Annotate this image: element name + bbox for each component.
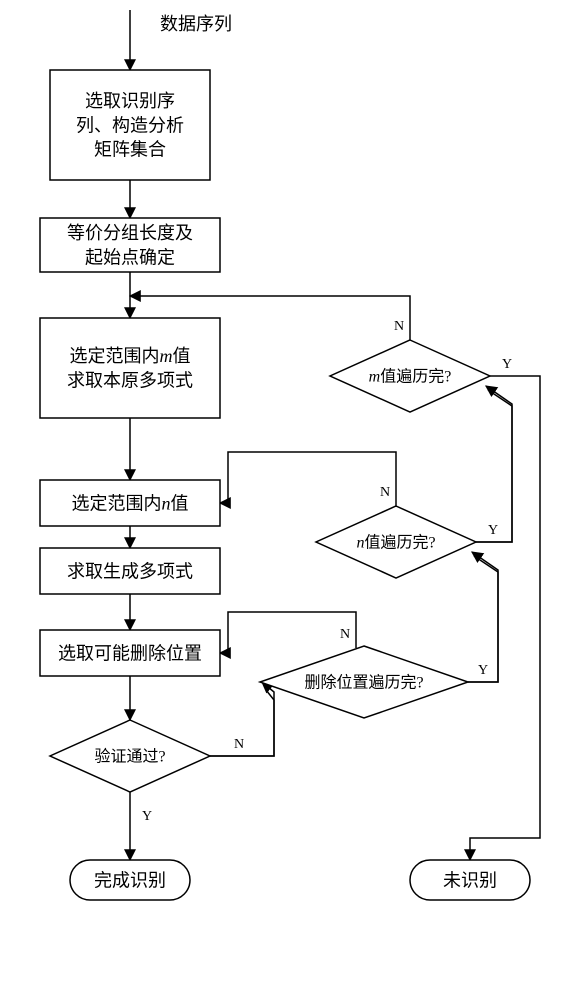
node-text: 删除位置遍历完? bbox=[304, 674, 423, 692]
node-text: n值遍历完? bbox=[356, 534, 435, 552]
node-text: 求取本原多项式 bbox=[67, 370, 193, 390]
node-text: 起始点确定 bbox=[85, 247, 175, 267]
node-text: 等价分组长度及 bbox=[67, 223, 193, 243]
edge bbox=[220, 452, 396, 506]
edge bbox=[476, 390, 512, 542]
terminator-text: 完成识别 bbox=[94, 870, 166, 890]
terminator-text: 未识别 bbox=[443, 870, 497, 890]
node-text: 选取识别序 bbox=[85, 91, 175, 111]
node-text: 选取可能删除位置 bbox=[58, 643, 202, 663]
node-text: 求取生成多项式 bbox=[67, 561, 193, 581]
edge-label: N bbox=[340, 627, 350, 642]
edge-label: Y bbox=[502, 357, 512, 372]
node-text: 列、构造分析 bbox=[76, 115, 184, 135]
edge-label: N bbox=[380, 485, 390, 500]
node-text: m值遍历完? bbox=[369, 368, 452, 386]
edge-label: Y bbox=[488, 523, 498, 538]
edge-label: Y bbox=[478, 663, 488, 678]
edge-label: Y bbox=[142, 809, 152, 824]
input-label: 数据序列 bbox=[160, 14, 232, 34]
edge-label: N bbox=[394, 319, 404, 334]
node-text: 矩阵集合 bbox=[94, 140, 166, 160]
node-text: 选定范围内m值 bbox=[70, 346, 191, 366]
node-text: 选定范围内n值 bbox=[72, 493, 189, 513]
edge bbox=[220, 612, 356, 653]
node-text: 验证通过? bbox=[94, 748, 165, 766]
process-box bbox=[40, 318, 220, 418]
edge bbox=[476, 386, 512, 542]
edge bbox=[470, 376, 540, 860]
edge-label: N bbox=[234, 737, 244, 752]
